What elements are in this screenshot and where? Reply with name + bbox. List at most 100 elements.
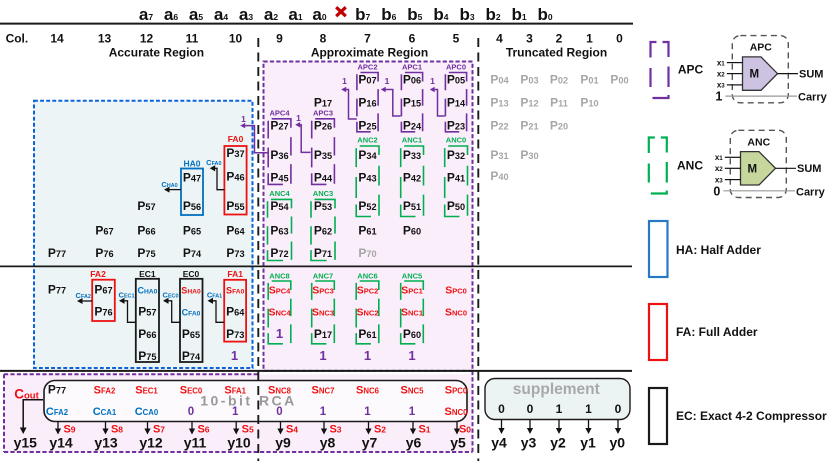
svg-text:CFA2: CFA2 bbox=[76, 291, 91, 300]
svg-text:P17: P17 bbox=[314, 96, 332, 110]
svg-text:P31: P31 bbox=[490, 148, 508, 162]
svg-text:1: 1 bbox=[364, 348, 371, 363]
svg-text:x2: x2 bbox=[715, 164, 723, 173]
svg-text:1: 1 bbox=[276, 326, 283, 341]
svg-text:APC0: APC0 bbox=[446, 63, 466, 72]
svg-text:7: 7 bbox=[364, 31, 371, 45]
svg-text:x1: x1 bbox=[715, 153, 723, 162]
svg-text:y1: y1 bbox=[580, 435, 596, 451]
svg-text:0: 0 bbox=[615, 402, 622, 416]
svg-text:y0: y0 bbox=[610, 435, 626, 451]
svg-text:P00: P00 bbox=[610, 72, 628, 86]
svg-text:P74: P74 bbox=[182, 349, 201, 363]
svg-text:ANC: ANC bbox=[677, 159, 703, 173]
svg-text:S7: S7 bbox=[153, 424, 165, 436]
svg-text:P74: P74 bbox=[183, 246, 202, 260]
svg-text:P44: P44 bbox=[314, 170, 333, 184]
svg-text:SHA0: SHA0 bbox=[181, 285, 201, 295]
svg-text:P10: P10 bbox=[580, 96, 598, 110]
svg-text:P25: P25 bbox=[358, 119, 376, 133]
svg-text:SNC5: SNC5 bbox=[401, 385, 425, 397]
svg-text:P03: P03 bbox=[520, 72, 538, 86]
svg-text:y2: y2 bbox=[550, 435, 566, 451]
svg-text:P76: P76 bbox=[94, 305, 112, 319]
svg-text:1: 1 bbox=[319, 348, 326, 363]
svg-text:11: 11 bbox=[186, 31, 199, 45]
svg-text:SNC8: SNC8 bbox=[268, 385, 292, 397]
svg-text:10: 10 bbox=[229, 31, 243, 45]
svg-text:S8: S8 bbox=[111, 424, 123, 436]
svg-text:1: 1 bbox=[556, 402, 563, 416]
svg-text:CEC1: CEC1 bbox=[119, 291, 135, 300]
svg-text:SPC1: SPC1 bbox=[401, 284, 423, 296]
svg-text:4: 4 bbox=[496, 31, 503, 45]
svg-text:supplement: supplement bbox=[513, 381, 600, 398]
svg-text:9: 9 bbox=[276, 31, 283, 45]
svg-text:a3: a3 bbox=[239, 5, 253, 24]
svg-text:S2: S2 bbox=[374, 424, 386, 436]
svg-text:SUM: SUM bbox=[799, 69, 823, 81]
svg-text:x3: x3 bbox=[715, 175, 723, 184]
svg-text:P66: P66 bbox=[138, 327, 156, 341]
svg-text:P23: P23 bbox=[447, 119, 465, 133]
svg-text:P65: P65 bbox=[182, 327, 200, 341]
svg-text:1: 1 bbox=[430, 76, 435, 86]
svg-text:1: 1 bbox=[586, 31, 593, 45]
svg-text:P60: P60 bbox=[403, 223, 421, 237]
svg-text:P20: P20 bbox=[550, 119, 568, 133]
svg-text:Cout: Cout bbox=[14, 387, 39, 402]
svg-text:P47: P47 bbox=[183, 170, 201, 184]
svg-text:M: M bbox=[750, 69, 760, 81]
svg-text:Col.: Col. bbox=[6, 31, 29, 45]
svg-text:6: 6 bbox=[409, 31, 416, 45]
svg-text:ANC7: ANC7 bbox=[313, 272, 333, 281]
svg-text:y3: y3 bbox=[521, 435, 537, 451]
svg-text:Accurate Region: Accurate Region bbox=[109, 45, 204, 59]
svg-text:P57: P57 bbox=[138, 305, 156, 319]
svg-text:P77: P77 bbox=[48, 282, 66, 296]
svg-text:y4: y4 bbox=[491, 435, 507, 451]
svg-text:0: 0 bbox=[276, 406, 282, 418]
svg-text:ANC4: ANC4 bbox=[269, 189, 290, 198]
svg-text:FA0: FA0 bbox=[228, 134, 244, 144]
svg-text:b1: b1 bbox=[512, 5, 527, 24]
svg-text:12: 12 bbox=[140, 31, 154, 45]
svg-text:P16: P16 bbox=[358, 96, 376, 110]
svg-text:y13: y13 bbox=[94, 435, 118, 451]
svg-text:a0: a0 bbox=[312, 5, 326, 24]
svg-text:SEC0: SEC0 bbox=[180, 385, 203, 397]
svg-text:P77: P77 bbox=[48, 383, 66, 397]
svg-text:SPC0: SPC0 bbox=[445, 284, 467, 296]
svg-text:y7: y7 bbox=[362, 435, 378, 451]
svg-text:P67: P67 bbox=[95, 223, 113, 237]
svg-text:x1: x1 bbox=[717, 58, 725, 67]
svg-text:y10: y10 bbox=[227, 435, 251, 451]
svg-text:P66: P66 bbox=[137, 223, 155, 237]
svg-text:y9: y9 bbox=[275, 435, 291, 451]
svg-text:P55: P55 bbox=[226, 199, 244, 213]
svg-text:b4: b4 bbox=[433, 5, 448, 24]
svg-text:SNC1: SNC1 bbox=[401, 307, 423, 319]
svg-text:P15: P15 bbox=[403, 96, 421, 110]
svg-text:S3: S3 bbox=[329, 424, 341, 436]
svg-text:EC0: EC0 bbox=[183, 269, 200, 279]
svg-text:1: 1 bbox=[409, 406, 416, 418]
svg-text:1: 1 bbox=[232, 406, 239, 418]
svg-text:APC: APC bbox=[678, 63, 704, 77]
svg-text:P30: P30 bbox=[520, 148, 538, 162]
svg-text:S9: S9 bbox=[63, 424, 75, 436]
svg-text:y14: y14 bbox=[49, 435, 73, 451]
svg-text:P27: P27 bbox=[270, 119, 288, 133]
svg-text:1: 1 bbox=[715, 90, 722, 104]
svg-text:14: 14 bbox=[50, 31, 64, 45]
svg-text:P42: P42 bbox=[403, 170, 421, 184]
svg-text:P64: P64 bbox=[226, 223, 245, 237]
svg-text:8: 8 bbox=[320, 31, 327, 45]
svg-text:ANC1: ANC1 bbox=[402, 136, 422, 145]
svg-text:0: 0 bbox=[616, 31, 623, 45]
svg-text:APC2: APC2 bbox=[357, 63, 377, 72]
svg-text:13: 13 bbox=[98, 31, 112, 45]
svg-text:y15: y15 bbox=[14, 435, 38, 451]
svg-text:0: 0 bbox=[188, 406, 194, 418]
svg-text:P71: P71 bbox=[314, 246, 332, 260]
